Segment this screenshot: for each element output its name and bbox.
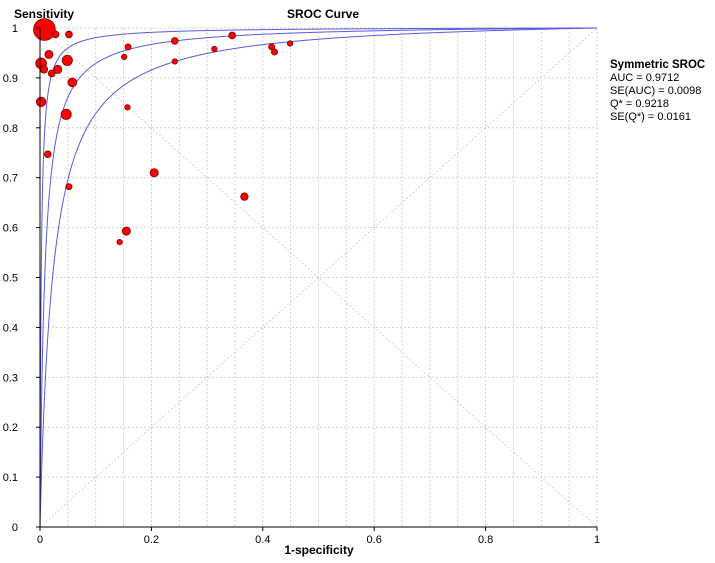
y-tick-label: 0.6 [3,223,18,235]
y-tick-label: 0.2 [3,422,18,434]
grid [40,27,598,527]
se-q-star-value: SE(Q*) = 0.0161 [610,111,692,123]
study-point [271,48,278,56]
sroc-statistics-panel: Symmetric SROC AUC = 0.9712 SE(AUC) = 0.… [610,59,705,124]
x-tick-label: 1 [594,534,600,546]
study-point [44,49,54,59]
study-point [286,40,294,47]
study-point [61,54,73,66]
study-point [47,69,56,78]
x-tick-label: 0.2 [144,534,159,546]
se-auc-value: SE(AUC) = 0.0098 [610,85,702,97]
y-tick-label: 0.7 [3,173,18,185]
study-point [116,238,123,246]
study-point [33,18,56,41]
curve-ci-upper [39,27,598,527]
study-point [240,192,249,201]
study-point [60,108,72,120]
auc-value: AUC = 0.9712 [610,72,680,84]
x-axis-title: 1-specificity [284,543,354,557]
study-point [67,77,78,88]
y-tick-label: 0.8 [3,123,18,135]
x-tick-label: 0.4 [255,534,270,546]
study-point [124,104,131,111]
curve-ci-lower [39,27,598,527]
q-star-value: Q* = 0.9218 [610,98,670,110]
study-point [171,58,178,65]
study-point [65,30,73,39]
sroc-curves [39,27,598,527]
study-point [39,65,49,74]
study-point [51,30,60,39]
y-axis-title: Sensitivity [14,7,74,21]
study-point [124,43,132,51]
study-point [120,53,128,61]
axis-ticks: 0 0.2 0.4 0.6 0.8 1 0 0.1 0.2 0.3 0.4 0.5 0.6 0.7 0.8 0… [3,23,600,546]
study-point [43,150,52,159]
study-point [65,183,73,191]
y-tick-label: 0.5 [3,273,18,285]
y-tick-label: 0.3 [3,372,18,384]
curve-sroc [39,27,598,527]
y-tick-label: 0 [12,522,18,534]
x-tick-label: 0.6 [367,534,382,546]
anti-diagonal [39,27,598,528]
study-point [35,96,47,108]
stats-heading: Symmetric SROC [610,59,706,71]
chart-title: SROC Curve [287,7,359,21]
y-tick-label: 1 [12,23,18,35]
x-tick-label: 0 [37,534,43,546]
y-tick-label: 0.4 [3,322,18,334]
study-point [170,37,179,45]
study-points [33,18,294,246]
y-tick-label: 0.9 [3,73,18,85]
y-tick-label: 0.1 [3,472,18,484]
study-point [211,45,218,53]
study-point [228,31,236,40]
study-point [121,226,131,236]
study-point [53,64,63,74]
study-point [149,168,159,178]
x-tick-label: 0.8 [478,534,493,546]
